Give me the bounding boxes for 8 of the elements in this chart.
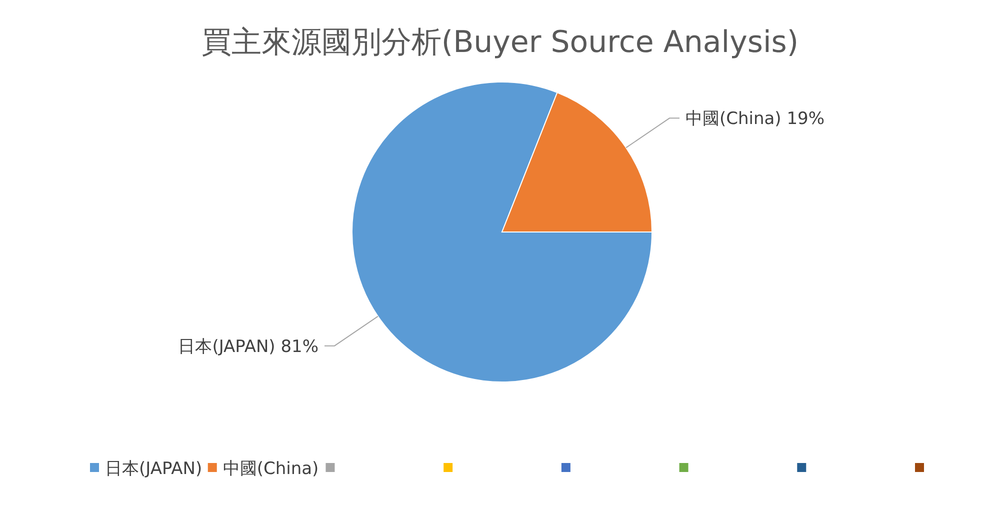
legend-label: 日本(JAPAN) <box>105 459 202 479</box>
pie-slice <box>352 82 652 382</box>
slice-label: 日本(JAPAN) <box>178 336 281 357</box>
chart-title: 買主來源國別分析(Buyer Source Analysis) <box>201 25 799 60</box>
slice-label: 中國(China) <box>685 109 787 130</box>
data-label: 81% <box>280 336 319 357</box>
legend-label: 中國(China) <box>222 459 319 479</box>
data-label: 19% <box>786 109 825 130</box>
